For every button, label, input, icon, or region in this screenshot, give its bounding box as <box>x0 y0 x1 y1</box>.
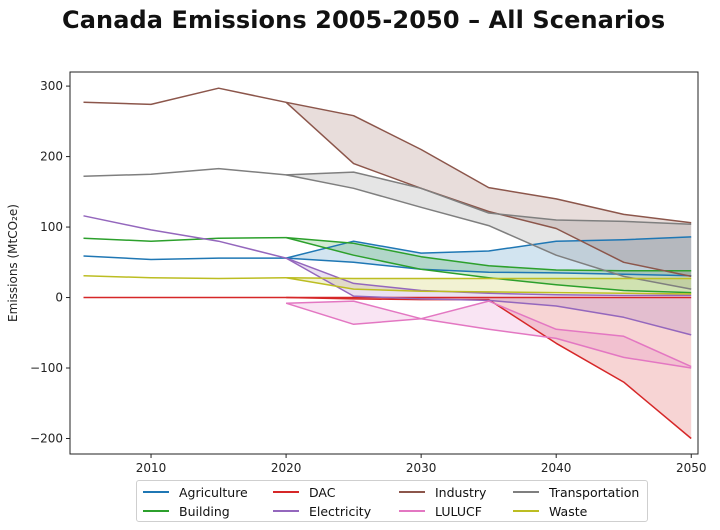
transportation-history-line <box>83 167 287 178</box>
legend-label: Transportation <box>549 484 640 500</box>
legend-swatch <box>143 491 169 493</box>
legend-label: LULUCF <box>435 503 482 519</box>
y-tick-label: −100 <box>30 361 63 375</box>
y-tick-label: 100 <box>40 220 63 234</box>
electricity-history-line <box>83 215 287 259</box>
lulucf-upper-line <box>286 300 692 368</box>
emissions-chart: 2010 2020 2030 2040 2050 −200 −100 0 100 200 300 E… <box>6 71 707 475</box>
y-axis-label: Emissions (MtCO₂e) <box>6 204 20 322</box>
waste-lower-line <box>285 277 692 295</box>
y-tick-label: 200 <box>40 150 63 164</box>
electricity-upper-line <box>285 257 692 297</box>
legend-label: DAC <box>309 484 336 500</box>
y-tick-label: 300 <box>40 79 63 93</box>
building-upper-line <box>286 236 692 272</box>
legend-swatch <box>513 510 539 512</box>
legend-label: Building <box>179 503 230 519</box>
waste-upper-line <box>286 277 692 280</box>
legend-swatch <box>273 510 299 512</box>
electricity-band <box>286 258 692 335</box>
legend-swatch <box>273 491 299 493</box>
plot-frame <box>69 71 699 455</box>
legend-label: Electricity <box>309 503 372 519</box>
legend-label: Agriculture <box>179 484 248 500</box>
lulucf-band <box>286 301 692 368</box>
legend-swatch <box>143 510 169 512</box>
transportation-lower-line <box>285 174 692 290</box>
industry-upper-line <box>285 101 692 224</box>
legend-label: Industry <box>435 484 487 500</box>
y-tick-label: 0 <box>55 291 63 305</box>
industry-band <box>286 102 692 277</box>
agriculture-lower-line <box>286 257 692 277</box>
axes: 2010 2020 2030 2040 2050 −200 −100 0 100 200 300 <box>30 79 706 475</box>
waste-history-line <box>83 274 287 280</box>
x-tick-label: 2020 <box>271 461 302 475</box>
x-tick-label: 2010 <box>136 461 167 475</box>
transportation-upper-line <box>286 171 692 225</box>
legend-swatch <box>399 510 425 512</box>
legend-label: Waste <box>549 503 588 519</box>
legend: Agriculture Building DAC Electricity Industr… <box>136 480 648 522</box>
legend-swatch <box>513 491 539 493</box>
legend-item-building: Building <box>143 502 230 520</box>
series-lines <box>83 87 692 440</box>
legend-item-transportation: Transportation <box>513 483 639 501</box>
dac-lower-line <box>286 296 692 440</box>
legend-item-electricity: Electricity <box>273 502 371 520</box>
y-tick-label: −200 <box>30 431 63 445</box>
x-tick-label: 2030 <box>406 461 437 475</box>
legend-item-dac: DAC <box>273 483 335 501</box>
x-tick-label: 2040 <box>541 461 572 475</box>
legend-swatch <box>399 491 425 493</box>
legend-item-agriculture: Agriculture <box>143 483 248 501</box>
legend-item-industry: Industry <box>399 483 486 501</box>
legend-item-waste: Waste <box>513 502 587 520</box>
legend-item-lulucf: LULUCF <box>399 502 482 520</box>
agriculture-history-line <box>83 255 287 261</box>
lulucf-lower-line <box>285 302 692 369</box>
transportation-band <box>286 172 692 290</box>
industry-history-line <box>83 87 287 106</box>
chart-title: Canada Emissions 2005-2050 – All Scenari… <box>62 6 666 34</box>
x-tick-label: 2050 <box>676 461 707 475</box>
industry-lower-line <box>285 101 692 278</box>
building-history-line <box>83 236 287 242</box>
agriculture-upper-line <box>285 236 692 259</box>
